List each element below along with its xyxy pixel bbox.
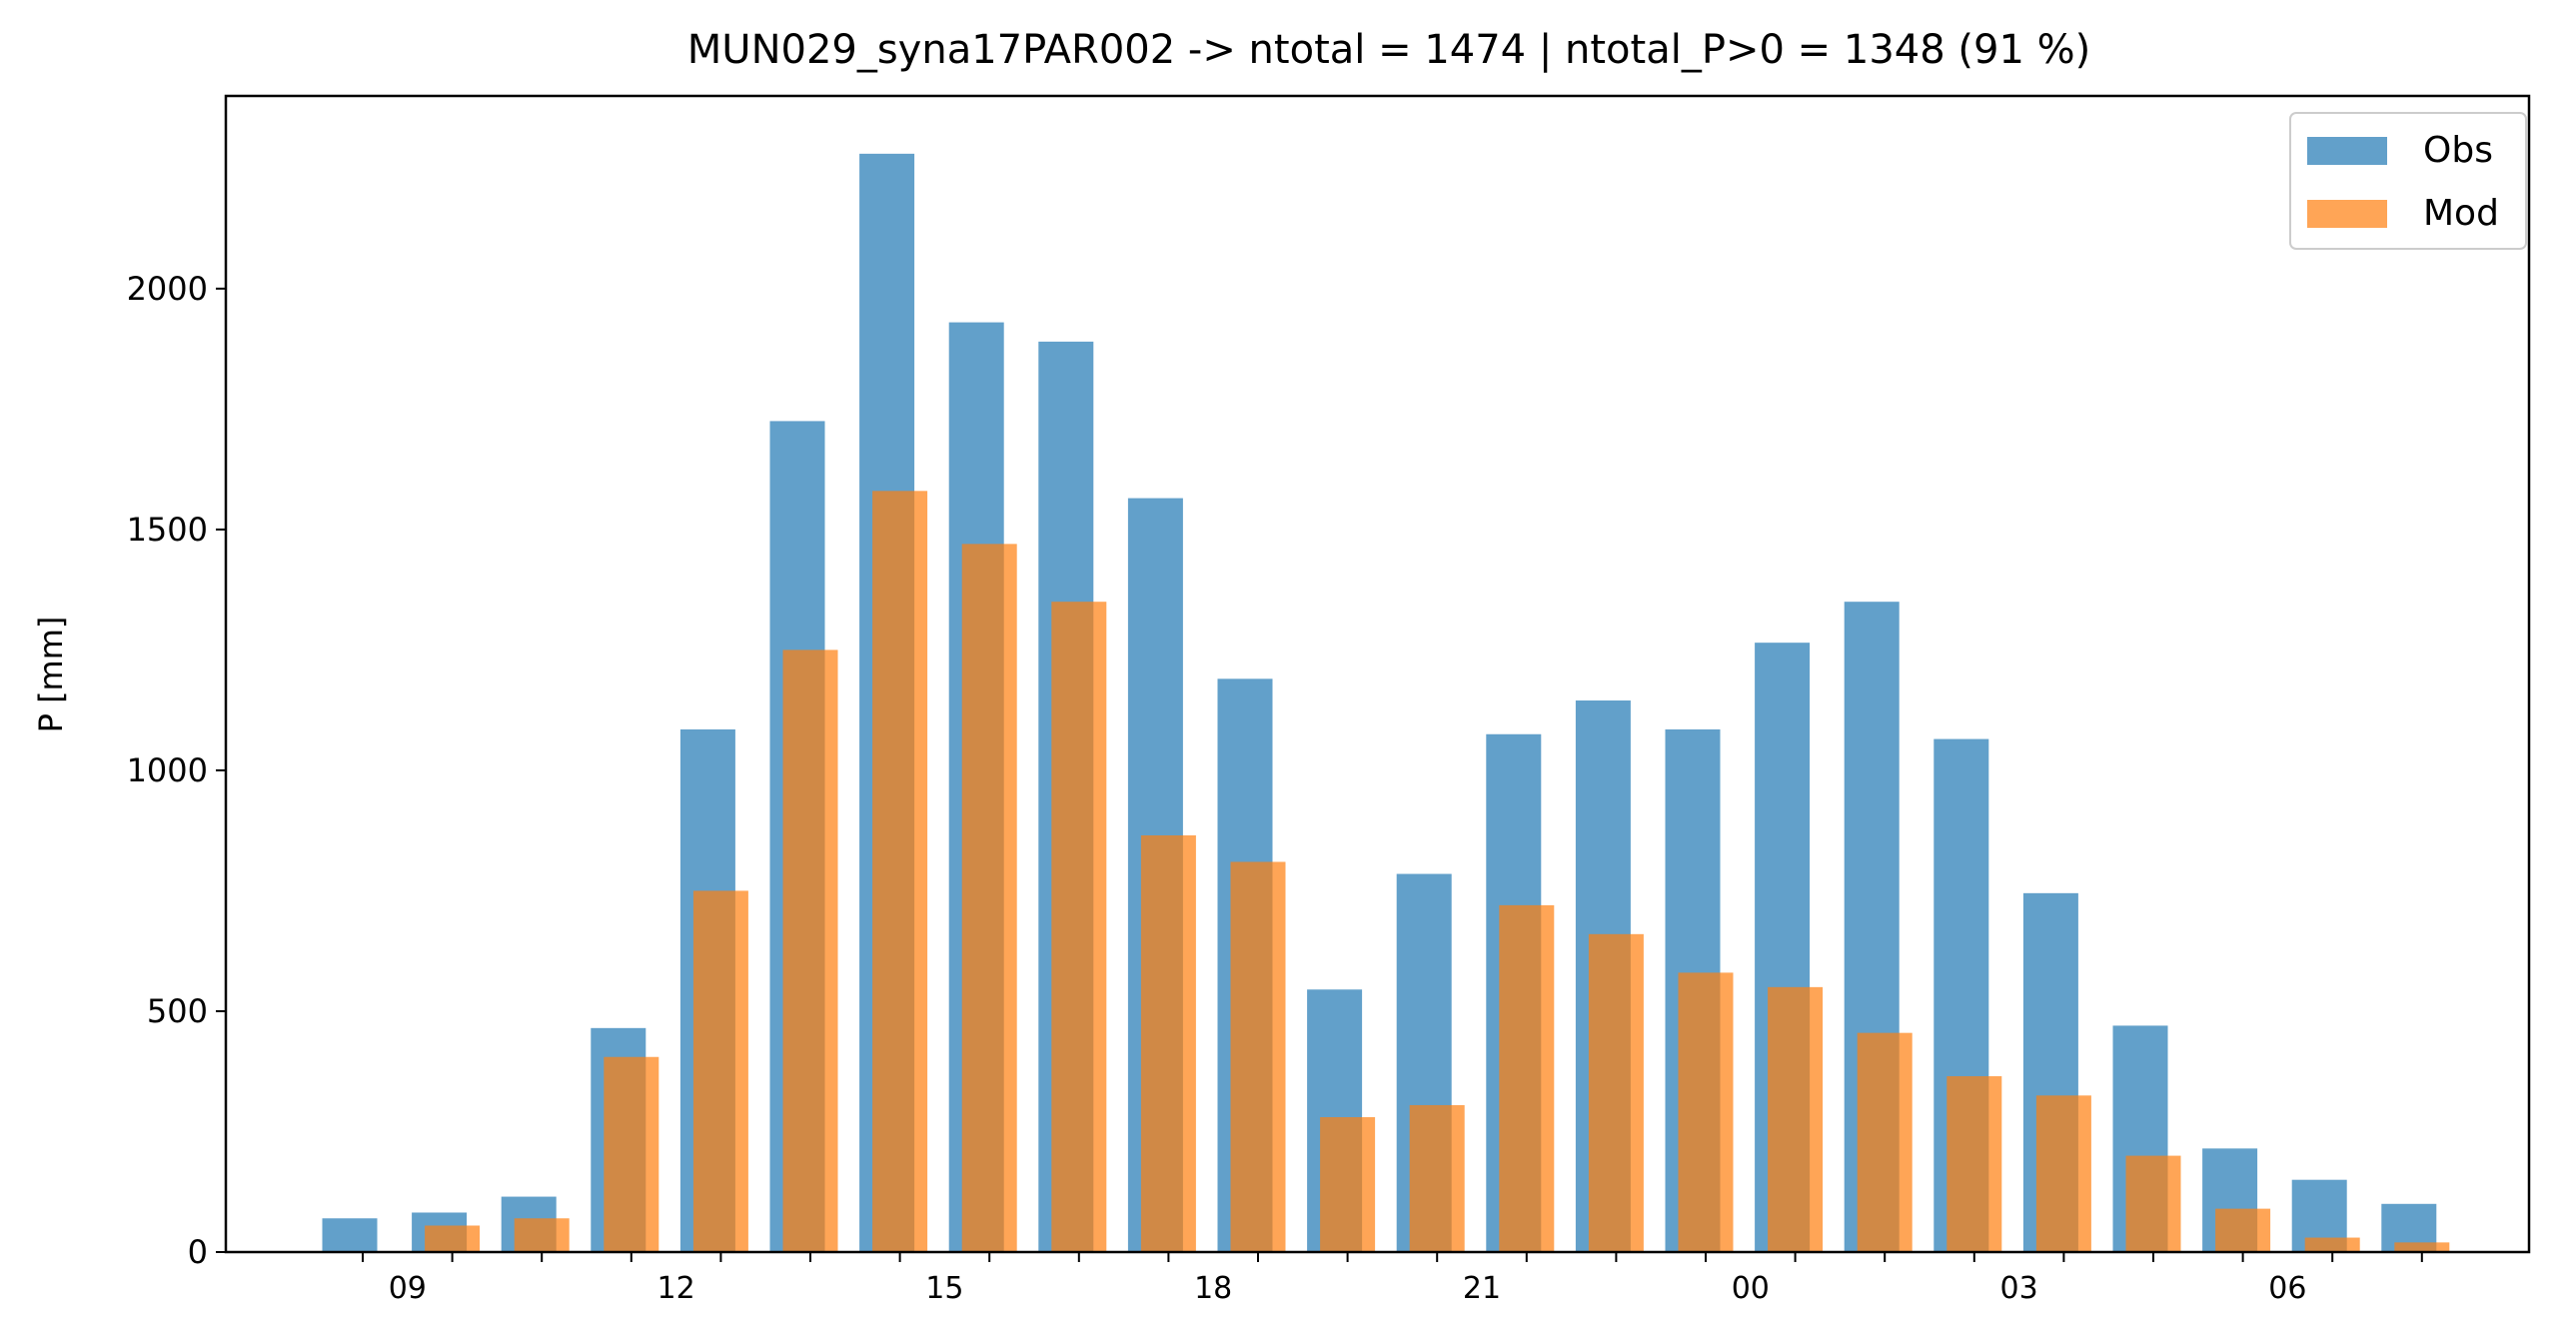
x-axis: 09 12 15 18 21 00 03 06	[362, 1252, 2423, 1306]
bar-mod-22	[1588, 933, 1644, 1252]
bar-mod-13	[782, 650, 838, 1252]
bar-mod-12	[692, 890, 748, 1252]
bar-mod-02	[1946, 1076, 2002, 1252]
x-tick-label: 09	[389, 1271, 427, 1306]
y-tick-label: 2000	[127, 270, 208, 308]
x-tick-label: 00	[1732, 1271, 1770, 1306]
bar-mod-04	[2125, 1155, 2181, 1252]
bar-mod-21	[1499, 904, 1555, 1252]
y-tick-label: 500	[147, 992, 208, 1030]
bar-mod-16	[1051, 602, 1107, 1252]
x-tick-label: 03	[2000, 1271, 2038, 1306]
y-axis-label: P [mm]	[32, 617, 70, 733]
bar-mod-20	[1409, 1104, 1465, 1252]
bar-obs-08	[322, 1218, 378, 1252]
bar-mod-06	[2304, 1237, 2360, 1252]
bar-mod-11	[604, 1056, 659, 1252]
bar-mod-07	[2394, 1242, 2450, 1252]
legend: Obs Mod	[2289, 112, 2527, 250]
bar-mod-01	[1857, 1032, 1913, 1252]
bar-mod-18	[1230, 861, 1286, 1252]
bar-mod-00	[1768, 986, 1824, 1252]
bar-mod-05	[2215, 1208, 2271, 1252]
x-tick-label: 06	[2268, 1271, 2306, 1306]
bars-group	[322, 153, 2450, 1253]
legend-swatch-mod	[2307, 200, 2387, 228]
x-tick-label: 15	[925, 1271, 963, 1306]
y-axis: 0 500 1000 1500 2000	[127, 270, 226, 1271]
bar-mod-14	[872, 491, 928, 1252]
x-tick-label: 21	[1463, 1271, 1501, 1306]
y-tick-label: 1500	[127, 511, 208, 549]
bar-mod-23	[1678, 972, 1734, 1252]
legend-label-obs: Obs	[2423, 130, 2493, 171]
x-tick-label: 12	[657, 1271, 695, 1306]
legend-label-mod: Mod	[2423, 193, 2499, 234]
plot-frame	[224, 94, 2531, 1254]
bar-mod-17	[1140, 834, 1196, 1252]
bar-mod-09	[425, 1225, 481, 1252]
bar-mod-03	[2035, 1095, 2091, 1252]
y-tick-label: 0	[188, 1233, 208, 1271]
bar-mod-19	[1320, 1117, 1376, 1252]
bar-mod-15	[961, 544, 1017, 1252]
x-tick-label: 18	[1194, 1271, 1232, 1306]
bar-mod-10	[514, 1218, 570, 1252]
y-tick-label: 1000	[127, 751, 208, 789]
legend-swatch-obs	[2307, 137, 2387, 165]
chart-title: MUN029_syna17PAR002 -> ntotal = 1474 | n…	[687, 27, 2090, 73]
